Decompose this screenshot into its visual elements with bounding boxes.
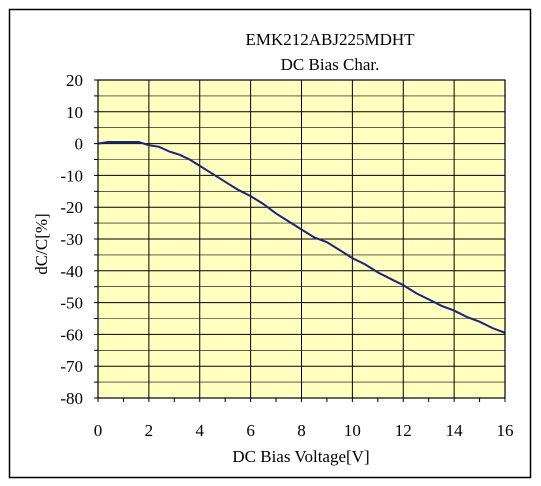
x-tick-label: 10 [344,421,361,440]
grid-lines [98,80,505,398]
y-tick-label: -20 [60,198,83,217]
y-tick-label: 0 [75,135,84,154]
chart-title: EMK212ABJ225MDHT [245,30,415,49]
x-tick-label: 14 [446,421,464,440]
x-tick-label: 6 [246,421,255,440]
tick-marks [94,79,506,402]
y-axis-label: dC/C[%] [32,213,51,274]
plot-frame [97,79,506,399]
x-tick-label: 4 [196,421,205,440]
y-tick-label: -80 [60,389,83,408]
x-tick-labels: 0 2 4 6 8 10 12 14 16 [94,421,514,440]
y-tick-label: -30 [60,230,83,249]
y-tick-label: 10 [66,103,83,122]
y-tick-labels: 20 10 0 -10 -20 -30 -40 -50 -60 -70 -80 [60,71,83,408]
chart-subtitle: DC Bias Char. [281,55,380,74]
x-tick-label: 12 [395,421,412,440]
x-tick-label: 2 [145,421,154,440]
y-tick-label: -70 [60,357,83,376]
y-tick-label: -40 [60,262,83,281]
x-axis-label: DC Bias Voltage[V] [232,447,369,466]
y-tick-label: 20 [66,71,83,90]
x-tick-label: 0 [94,421,103,440]
y-tick-label: -50 [60,294,83,313]
x-tick-label: 8 [297,421,306,440]
x-tick-label: 16 [497,421,514,440]
series-line [97,141,506,334]
y-tick-label: -60 [60,325,83,344]
y-tick-label: -10 [60,166,83,185]
